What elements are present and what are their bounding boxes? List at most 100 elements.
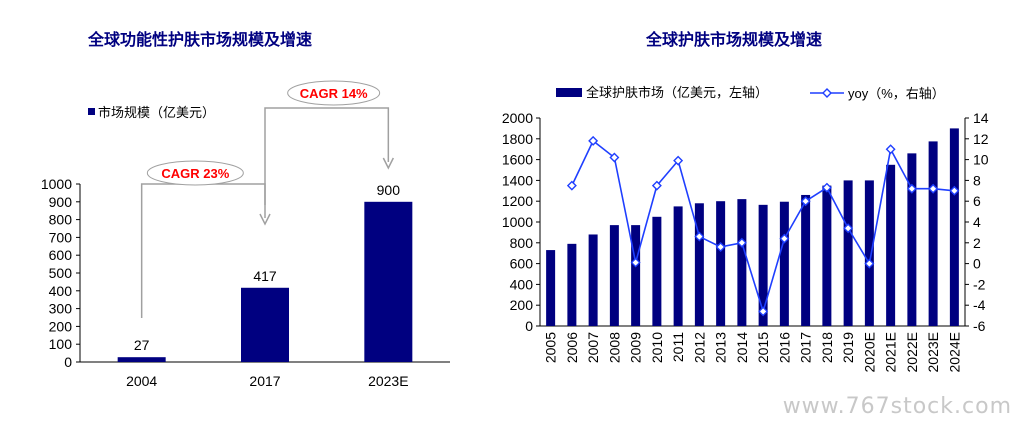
x-tick-label: 2005 xyxy=(543,332,559,363)
legend-bar-swatch xyxy=(556,88,582,97)
x-tick-label: 2021E xyxy=(883,332,899,372)
bar-2006 xyxy=(567,243,577,326)
bar-2015 xyxy=(758,204,768,326)
bar-2013 xyxy=(716,201,726,326)
right-tick-label: 6 xyxy=(973,193,981,209)
y-tick-label: 300 xyxy=(49,301,73,317)
bar-2005 xyxy=(546,250,556,326)
bar-2023E xyxy=(928,141,938,326)
right-combo-chart: 0 200 400 600 800 1000 1200 1400 1600 1800 2000 -6 -… xyxy=(502,85,989,372)
bar-2017 xyxy=(801,194,811,326)
yoy-marker xyxy=(758,306,769,317)
y-tick-label: 800 xyxy=(49,212,73,228)
yoy-marker xyxy=(843,223,854,234)
y-tick-label: 600 xyxy=(49,247,73,263)
x-tick-label: 2010 xyxy=(649,332,665,363)
bar-2012 xyxy=(694,203,704,326)
right-tick-label: -4 xyxy=(973,297,986,313)
x-tick-label: 2013 xyxy=(713,332,729,363)
bar-2014 xyxy=(737,199,747,326)
right-chart-title: 全球护肤市场规模及增速 xyxy=(646,30,823,49)
bar-2009 xyxy=(631,225,641,326)
x-tick-label: 2006 xyxy=(564,332,580,363)
x-tick-label: 2012 xyxy=(691,332,707,363)
x-tick-label: 2023E xyxy=(368,373,408,389)
bar-2023E xyxy=(364,201,413,362)
y-tick-label: 400 xyxy=(49,283,73,299)
x-tick-label: 2024E xyxy=(946,332,962,372)
x-tick-label: 2009 xyxy=(628,332,644,363)
left-tick-label: 1600 xyxy=(502,152,533,168)
legend-line-marker xyxy=(822,88,832,98)
x-tick-label: 2011 xyxy=(670,332,686,362)
bar-2018 xyxy=(822,185,832,326)
data-label: 900 xyxy=(377,182,401,198)
cagr-connector xyxy=(264,107,390,205)
x-tick-label: 2017 xyxy=(798,332,814,363)
y-tick-label: 700 xyxy=(49,229,73,245)
yoy-marker xyxy=(630,257,641,268)
yoy-marker xyxy=(673,155,684,166)
yoy-marker xyxy=(779,233,790,244)
cagr-ellipse xyxy=(146,160,244,186)
yoy-marker xyxy=(949,185,960,196)
x-tick-label: 2020E xyxy=(861,332,877,372)
right-tick-label: -6 xyxy=(973,318,986,334)
data-label: 27 xyxy=(134,337,150,353)
x-tick-label: 2018 xyxy=(819,332,835,363)
legend-swatch xyxy=(88,108,95,115)
yoy-marker xyxy=(651,180,662,191)
bar-2008 xyxy=(609,225,619,326)
right-tick-label: 2 xyxy=(973,235,981,251)
x-tick-label: 2017 xyxy=(249,373,280,389)
right-chart-panel: 全球护肤市场规模及增速 0 200 400 600 800 1000 1200 1400 160… xyxy=(470,0,1018,425)
left-chart-panel: 全球功能性护肤市场规模及增速 0 100 200 300 400 500 600 700 800… xyxy=(0,0,470,425)
bar-2019 xyxy=(843,180,853,326)
left-chart-title: 全球功能性护肤市场规模及增速 xyxy=(88,30,313,49)
bar-2016 xyxy=(779,201,789,326)
left-bar-chart: 0100200300400500600700800900100027200441… xyxy=(41,80,450,389)
cagr-ellipse xyxy=(287,80,381,106)
right-tick-label: 14 xyxy=(973,110,989,126)
bar-2021E xyxy=(886,164,896,326)
x-tick-label: 2004 xyxy=(126,373,157,389)
x-tick-label: 2019 xyxy=(840,332,856,363)
bar-2010 xyxy=(652,216,662,326)
bar-2011 xyxy=(673,206,683,326)
cagr-label: CAGR 23% xyxy=(161,166,229,181)
x-tick-label: 2023E xyxy=(925,332,941,372)
yoy-marker xyxy=(609,152,620,163)
yoy-marker xyxy=(715,241,726,252)
y-tick-label: 500 xyxy=(49,265,73,281)
right-tick-label: -2 xyxy=(973,276,986,292)
yoy-marker xyxy=(800,196,811,207)
right-tick-label: 12 xyxy=(973,131,989,147)
x-tick-label: 2008 xyxy=(606,332,622,363)
watermark-text: www.767stock.com xyxy=(782,394,1012,419)
bar-2020E xyxy=(864,180,874,326)
yoy-marker xyxy=(928,183,939,194)
legend-label: 市场规模（亿美元） xyxy=(98,105,215,120)
x-tick-label: 2015 xyxy=(755,332,771,363)
x-tick-label: 2022E xyxy=(904,332,920,372)
right-tick-label: 8 xyxy=(973,172,981,188)
yoy-marker xyxy=(885,144,896,155)
y-tick-label: 1000 xyxy=(41,176,72,192)
legend-bar-label: 全球护肤市场（亿美元，左轴） xyxy=(586,85,768,100)
bar-2017 xyxy=(241,287,289,362)
cagr-arrow xyxy=(382,157,395,170)
y-tick-label: 0 xyxy=(64,354,72,370)
bar-2007 xyxy=(588,234,598,326)
yoy-marker xyxy=(864,258,875,269)
yoy-marker xyxy=(821,182,832,193)
left-tick-label: 0 xyxy=(525,318,533,334)
left-tick-label: 400 xyxy=(510,276,534,292)
x-tick-label: 2014 xyxy=(734,332,750,363)
y-tick-label: 900 xyxy=(49,194,73,210)
cagr-arrow xyxy=(259,213,271,226)
yoy-marker xyxy=(906,183,917,194)
bar-2024E xyxy=(949,128,959,326)
left-tick-label: 1200 xyxy=(502,193,533,209)
left-tick-label: 2000 xyxy=(502,110,533,126)
right-tick-label: 10 xyxy=(973,152,989,168)
